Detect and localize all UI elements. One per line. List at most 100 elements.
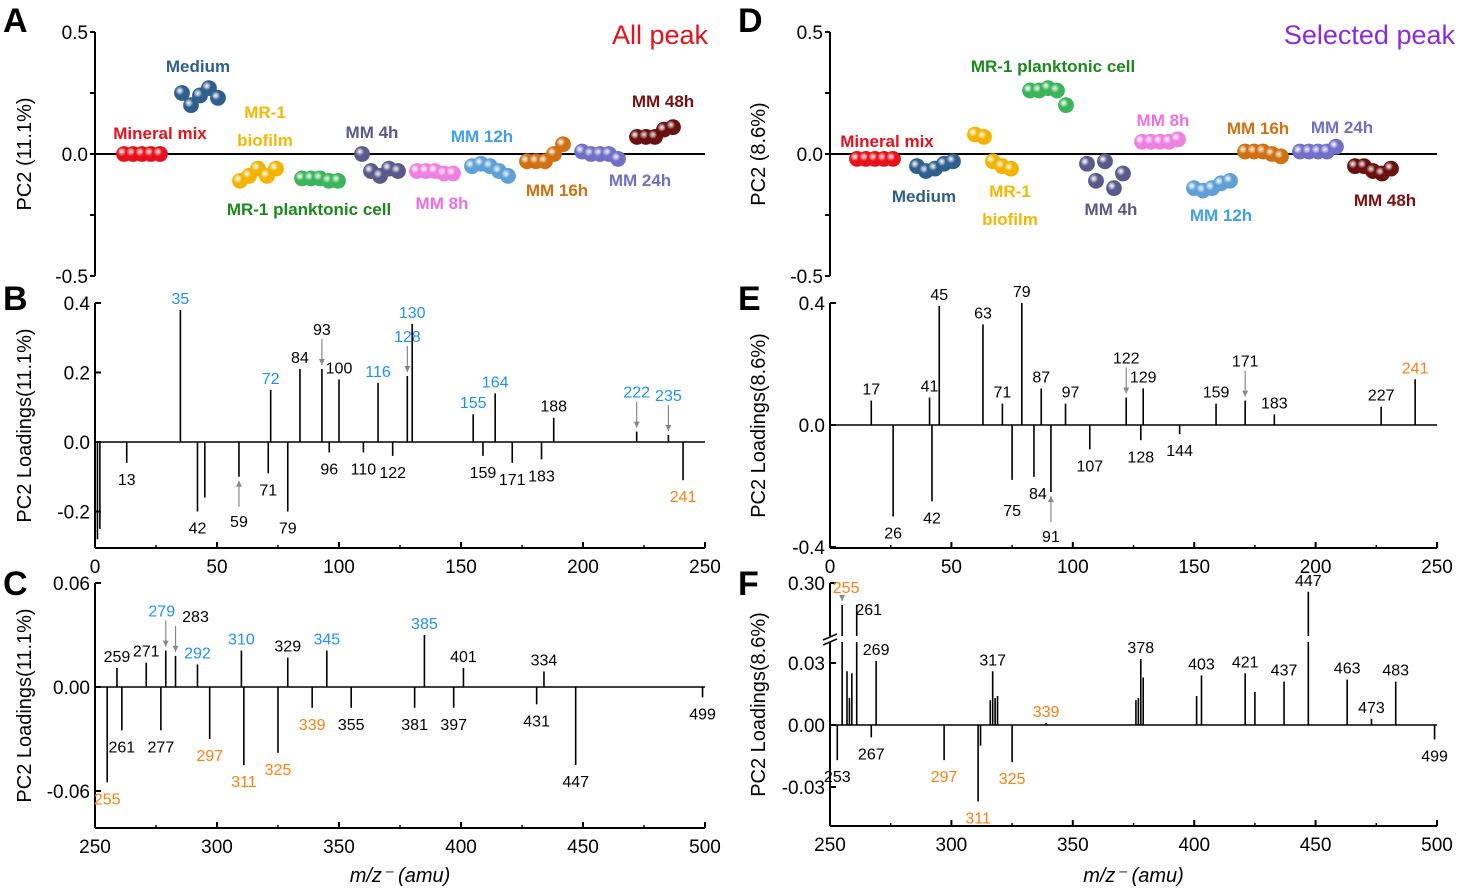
group-label: MM 8h	[1137, 111, 1190, 130]
x-tick-label: 150	[445, 557, 477, 578]
sample-point	[1058, 97, 1074, 114]
group-label: MM 48h	[632, 92, 694, 111]
arrow-head-icon	[404, 365, 411, 372]
x-tick-label: 250	[814, 835, 846, 856]
panel-c: C 250 300 350 400 450 500 0.06 0.00 -0.06 PC2 Load…	[3, 565, 721, 887]
peak-label: 188	[540, 399, 567, 416]
x-tick-label: 100	[1057, 557, 1089, 578]
sample-point	[885, 150, 901, 167]
sample-group	[1347, 158, 1399, 182]
peak-label: 339	[1033, 704, 1060, 721]
group-label: biofilm	[982, 210, 1038, 229]
arrow-head-icon	[235, 480, 242, 487]
peak-label: 255	[94, 791, 121, 808]
arrow-head-icon	[839, 594, 846, 601]
x-tick-label: 250	[689, 557, 721, 578]
sample-point	[1003, 160, 1019, 177]
peak-label: 63	[974, 305, 992, 322]
peak-label: 269	[863, 642, 890, 659]
y-axis-label: PC2 Loadings(11.1%)	[14, 328, 36, 522]
x-tick-label: 300	[936, 835, 968, 856]
x-tick-label: 500	[689, 837, 721, 858]
sample-point	[976, 129, 992, 145]
y-tick-label: 0.06	[53, 574, 90, 595]
peak-label: 171	[499, 472, 526, 489]
peak-label: 164	[482, 374, 509, 391]
group-label: MR-1	[989, 182, 1031, 201]
y-tick-label: -0.03	[782, 778, 825, 799]
peak-label: 241	[670, 489, 697, 506]
peak-label: 355	[338, 717, 365, 734]
sample-group	[409, 163, 461, 182]
peak-label: 271	[133, 644, 160, 661]
peak-label: 128	[394, 329, 421, 346]
x-tick-label: 250	[1421, 557, 1453, 578]
sample-point	[330, 172, 346, 189]
peak-label: 381	[401, 717, 428, 734]
peak-label: 159	[1203, 385, 1230, 402]
y-tick-label: -0.5	[55, 267, 88, 288]
sample-group	[116, 146, 168, 162]
peak-label: 79	[279, 521, 297, 538]
sample-point	[1079, 155, 1095, 172]
peak-label: 437	[1271, 663, 1298, 680]
peak-label: 35	[172, 291, 190, 308]
sample-group	[232, 160, 284, 189]
peak-label: 42	[189, 521, 207, 538]
y-tick-label: 0.03	[788, 654, 825, 675]
sample-group	[1237, 143, 1289, 165]
peak-label: 283	[182, 609, 209, 626]
y-axis-label: PC2 Loadings(8.6%)	[748, 333, 770, 518]
peak-label: 41	[921, 379, 939, 396]
sample-group	[1186, 172, 1238, 199]
peak-label: 277	[148, 739, 175, 756]
peak-label: 403	[1188, 656, 1215, 673]
panel-e: E 0 50 100 150 200 250 0.4 0.0 -0.4 PC2 Loadings(8…	[738, 280, 1453, 578]
sample-group	[294, 170, 346, 189]
sample-point	[1049, 82, 1065, 99]
group-label: MM 24h	[609, 171, 671, 190]
peak-label: 96	[320, 461, 338, 478]
peak-label: 159	[470, 465, 497, 482]
x-tick-label: 350	[323, 837, 355, 858]
x-tick-label: 50	[941, 557, 962, 578]
arrow-head-icon	[1047, 496, 1054, 503]
peak-label: 447	[562, 774, 589, 791]
peak-label: 59	[230, 514, 248, 531]
peak-label: 499	[1421, 748, 1448, 765]
x-tick-label: 50	[206, 557, 227, 578]
panel-letter: A	[3, 2, 28, 40]
peak-label: 87	[1032, 369, 1050, 386]
peak-label: 261	[108, 739, 135, 756]
y-tick-label: 0.0	[62, 145, 88, 166]
peak-label: 473	[1358, 700, 1385, 717]
group-label: MM 24h	[1311, 118, 1373, 137]
peak-label: 183	[1261, 395, 1288, 412]
panel-letter: C	[3, 565, 28, 603]
peak-label: 463	[1334, 661, 1361, 678]
x-tick-label: 500	[1421, 835, 1453, 856]
arrow-head-icon	[1123, 387, 1130, 394]
y-tick-label: 0.00	[788, 716, 825, 737]
sample-point	[354, 146, 370, 162]
sample-point	[945, 153, 961, 170]
axis-break-gap	[822, 636, 838, 642]
group-label: MR-1 planktonic cell	[971, 57, 1135, 76]
peak-label: 13	[118, 472, 136, 489]
peak-label: 421	[1232, 654, 1259, 671]
sample-group	[967, 126, 1019, 177]
x-tick-label: 400	[1178, 835, 1210, 856]
group-label: MM 4h	[346, 123, 399, 142]
y-axis-label: PC2 Loadings(11.1%)	[14, 608, 36, 802]
x-tick-label: 0	[90, 557, 101, 578]
group-label: MM 12h	[451, 127, 513, 146]
peak-label: 235	[655, 388, 682, 405]
y-tick-label: 0.4	[799, 294, 826, 315]
panel-letter: D	[738, 2, 763, 40]
y-tick-label: 0.0	[64, 433, 90, 454]
panel-f: F 250 300 350 400 450 500 0.30 0.03 0.00 -0.03 PC2 …	[738, 565, 1453, 887]
peak-label: 297	[931, 769, 958, 786]
sample-group	[464, 155, 516, 184]
peak-label: 259	[104, 649, 131, 666]
